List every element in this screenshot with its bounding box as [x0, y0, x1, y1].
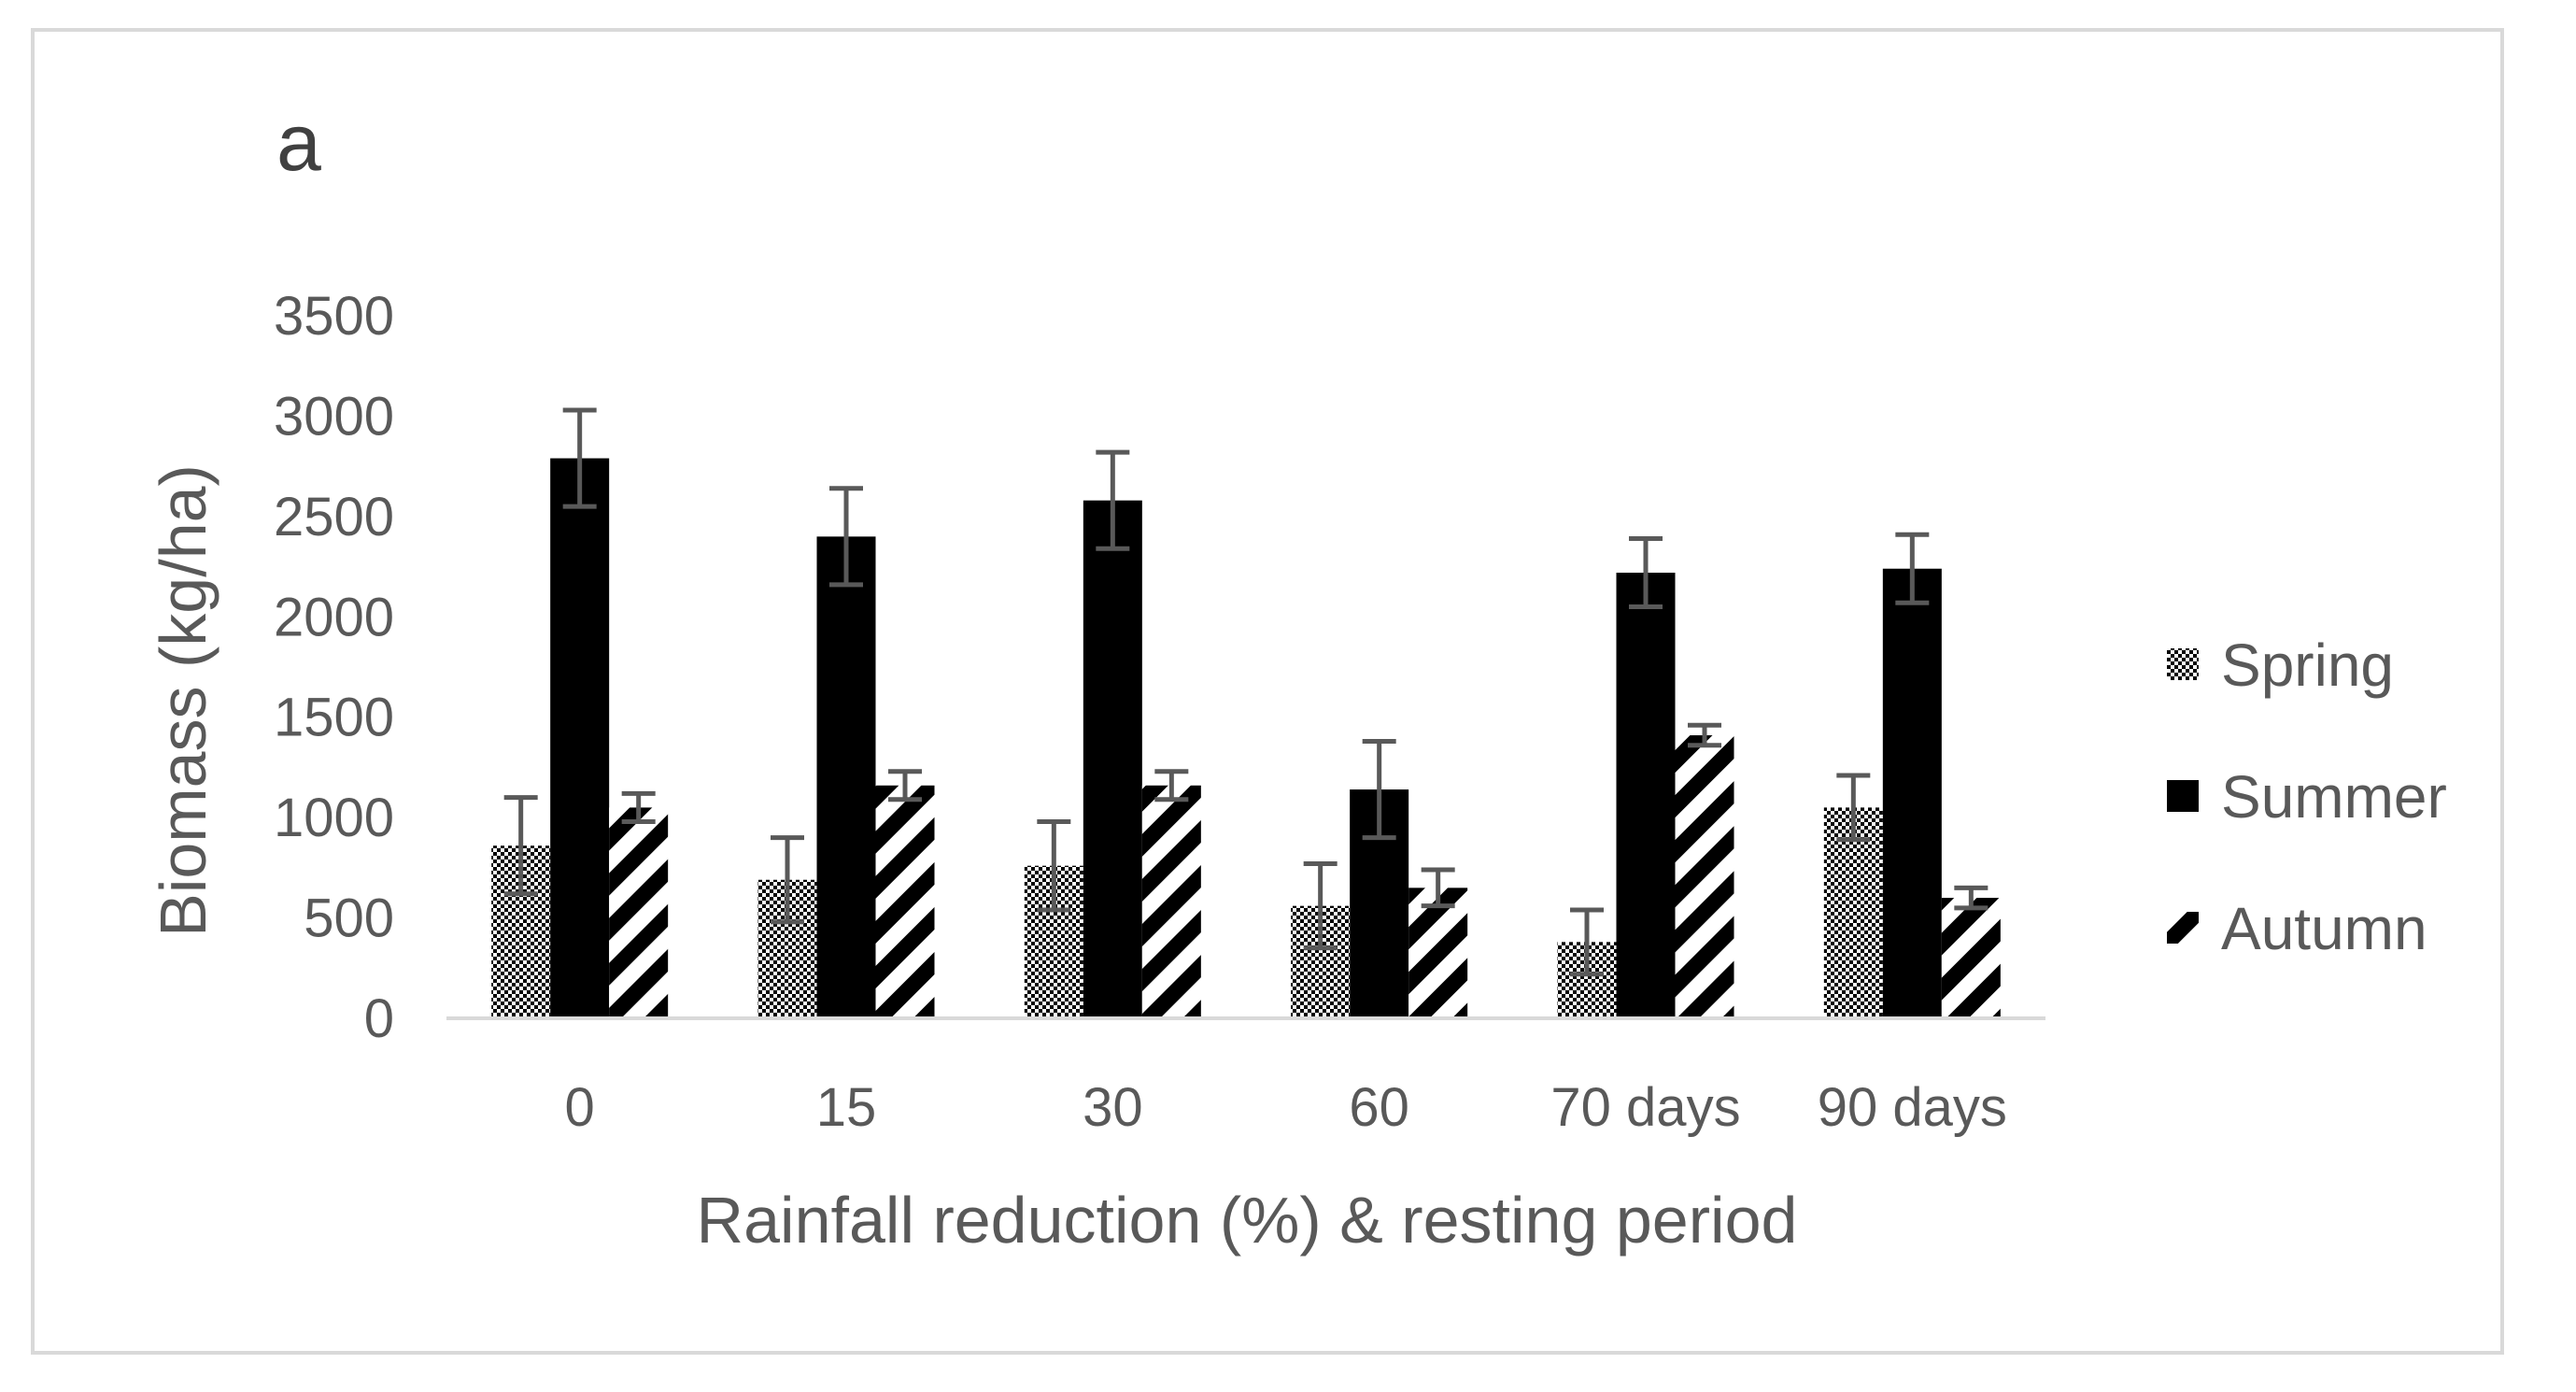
error-bar-autumn	[1688, 722, 1721, 748]
bars	[491, 458, 2001, 1018]
x-tick-label: 90 days	[1818, 1077, 2007, 1138]
error-bar-spring	[1037, 818, 1071, 913]
y-tick-label: 500	[304, 888, 394, 949]
chart-frame	[31, 28, 2504, 1355]
y-axis: 0 500 1000 1500 2000 2500 3000 3500	[274, 286, 394, 1049]
legend: Spring Summer Autumn	[2167, 632, 2447, 962]
x-tick-label: 60	[1349, 1077, 1409, 1138]
error-bar-spring	[771, 835, 804, 925]
error-bar-spring	[1303, 861, 1338, 951]
error-bar-autumn	[888, 769, 922, 803]
legend-label-summer: Summer	[2221, 763, 2447, 831]
x-tick-label: 15	[816, 1077, 877, 1138]
panel-label: a	[276, 98, 321, 188]
bar-summer	[816, 536, 876, 1018]
bar-autumn	[1941, 898, 2001, 1018]
bar-summer	[550, 458, 610, 1018]
legend-label-autumn: Autumn	[2221, 895, 2427, 962]
y-tick-label: 3500	[274, 286, 394, 347]
bar-summer	[1882, 568, 1942, 1018]
error-bar-spring	[503, 795, 538, 897]
error-bar-summer	[1096, 449, 1130, 551]
error-bar-summer	[829, 486, 863, 588]
bar-summer	[1083, 500, 1142, 1018]
error-bar-summer	[1629, 535, 1663, 610]
bar-autumn	[875, 785, 935, 1018]
x-tick-label: 0	[565, 1077, 595, 1138]
x-axis: 0 15 30 60 70 days 90 days	[446, 1016, 2045, 1138]
bar-autumn	[1408, 888, 1468, 1018]
error-bar-autumn	[1154, 769, 1189, 803]
bar-autumn	[1141, 785, 1201, 1018]
bar-autumn	[609, 807, 669, 1018]
x-tick-label: 30	[1083, 1077, 1143, 1138]
error-bar-summer	[562, 407, 597, 509]
y-tick-label: 2500	[274, 487, 394, 547]
bar-spring	[1823, 807, 1883, 1018]
bar-autumn	[1675, 735, 1734, 1018]
error-bar-autumn	[1954, 885, 1989, 911]
y-tick-label: 1500	[274, 688, 394, 748]
bar-summer	[1616, 573, 1676, 1018]
x-tick-label: 70 days	[1550, 1077, 1740, 1138]
error-bar-autumn	[1421, 867, 1455, 909]
error-bar-summer	[1362, 738, 1396, 841]
error-bar-spring	[1836, 773, 1871, 843]
error-bar-summer	[1895, 532, 1930, 605]
error-bars	[503, 407, 1989, 977]
legend-label-spring: Spring	[2221, 632, 2394, 699]
y-tick-label: 3000	[274, 386, 394, 447]
y-tick-label: 2000	[274, 587, 394, 647]
error-bar-autumn	[621, 790, 656, 824]
y-tick-label: 0	[364, 988, 394, 1049]
legend-swatch-spring	[2167, 648, 2199, 680]
error-bar-spring	[1570, 907, 1604, 977]
x-axis-title: Rainfall reduction (%) & resting period	[697, 1184, 1798, 1257]
y-axis-title: Biomass (kg/ha)	[147, 464, 219, 937]
legend-swatch-summer	[2167, 780, 2199, 812]
legend-swatch-autumn	[2167, 912, 2199, 944]
y-tick-label: 1000	[274, 788, 394, 848]
